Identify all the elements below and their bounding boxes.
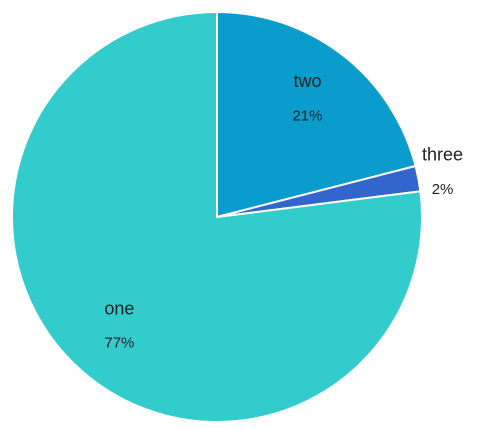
value-label: 21% — [292, 107, 322, 124]
pie-slice — [11, 10, 423, 423]
slice-label: three — [422, 145, 463, 165]
value-label: 2% — [432, 181, 454, 198]
pie-slice — [216, 10, 417, 219]
value-label: 77% — [104, 335, 134, 352]
slice-label: two — [293, 71, 321, 91]
slice-label: one — [104, 298, 134, 318]
